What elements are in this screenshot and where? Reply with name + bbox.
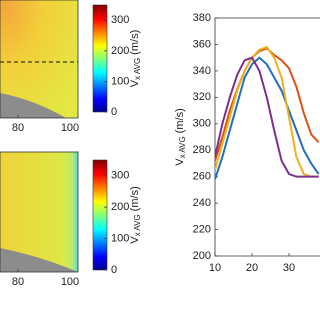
label-main: V [129,236,141,244]
label-unit: (m/s) [174,108,186,133]
x-tick-label: 80 [12,276,24,288]
line [215,56,320,180]
y-tick-label: 240 [193,197,211,209]
x-tick-label: 10 [209,262,221,274]
colorbar-tick-label: 100 [111,75,129,87]
y-tick-label: 220 [193,223,211,235]
plot-frame [214,17,320,257]
bottom-field [0,151,79,273]
y-tick-label: 280 [193,144,211,156]
colorbar-tick-label: 100 [111,232,129,244]
y-tick-label: 340 [193,65,211,77]
axis-label: Vx AVG (m/s) [174,108,187,165]
label-unit: (m/s) [129,30,141,55]
colorbar-tick-label: 200 [111,45,129,57]
label-sub: x AVG [133,58,142,80]
label-sub: x AVG [133,214,142,236]
colorbar [92,159,108,271]
top-field [0,0,79,119]
colorbar-tick-label: 300 [111,170,129,182]
y-tick-label: 320 [193,91,211,103]
x-tick-label: 100 [61,276,79,288]
x-tick-label: 20 [246,262,258,274]
y-tick-label: 200 [193,250,211,262]
x-tick-label: 80 [12,122,24,134]
y-tick-label: 360 [193,38,211,50]
y-tick-label: 260 [193,171,211,183]
plot-area [215,45,320,180]
y-tick-label: 300 [193,118,211,130]
colorbar-tick-label: 0 [111,106,117,118]
label-main: V [174,158,186,166]
line [215,45,319,178]
x-tick-label: 100 [61,122,79,134]
colorbar-tick-label: 200 [111,201,129,213]
colorbar-tick-label: 300 [111,14,129,26]
line [215,56,319,178]
colorbar [92,4,108,113]
axis-label: Vx AVG (m/s) [129,30,142,87]
colorbar-tick-label: 0 [111,264,117,276]
label-sub: x AVG [178,136,187,158]
x-tick-label: 30 [283,262,295,274]
y-tick-label: 380 [193,12,211,24]
axis-label: Vx AVG (m/s) [129,186,142,243]
label-unit: (m/s) [129,186,141,211]
label-main: V [129,79,141,87]
